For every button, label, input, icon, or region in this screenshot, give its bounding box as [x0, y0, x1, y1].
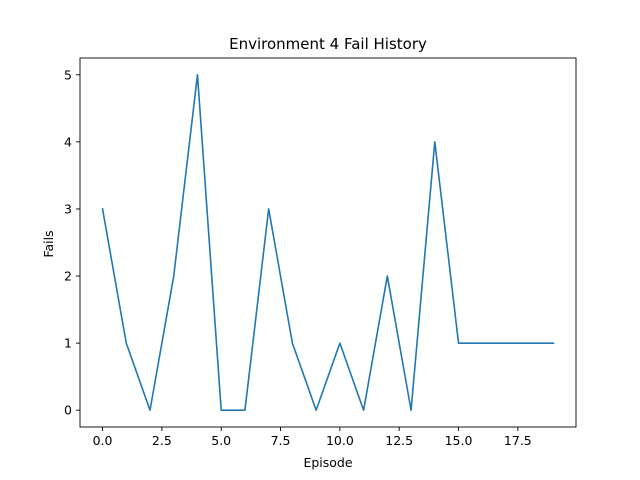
y-tick-label: 4 [64, 134, 72, 149]
y-tick-label: 5 [64, 67, 72, 82]
y-tick-label: 1 [64, 336, 72, 351]
y-tick-label: 0 [64, 403, 72, 418]
x-axis-label: Episode [303, 455, 352, 470]
x-tick-label: 5.0 [211, 433, 231, 448]
chart-title: Environment 4 Fail History [229, 35, 427, 53]
y-tick-label: 3 [64, 201, 72, 216]
x-tick-label: 0.0 [93, 433, 113, 448]
series-line-0 [101, 73, 555, 412]
x-tick-label: 7.5 [271, 433, 291, 448]
x-tick-label: 2.5 [152, 433, 172, 448]
x-tick-label: 10.0 [326, 433, 354, 448]
x-tick-label: 17.5 [504, 433, 532, 448]
x-tick-label: 12.5 [385, 433, 413, 448]
plot-frame [79, 57, 577, 428]
y-tick-label: 2 [64, 269, 72, 284]
x-tick-label: 15.0 [445, 433, 473, 448]
y-axis-label: Fails [41, 230, 56, 257]
plot-area: 0.0 2.5 5.0 7.5 10.0 12.5 15.0 17.5 0 1 2 3 4 5 [64, 57, 577, 448]
